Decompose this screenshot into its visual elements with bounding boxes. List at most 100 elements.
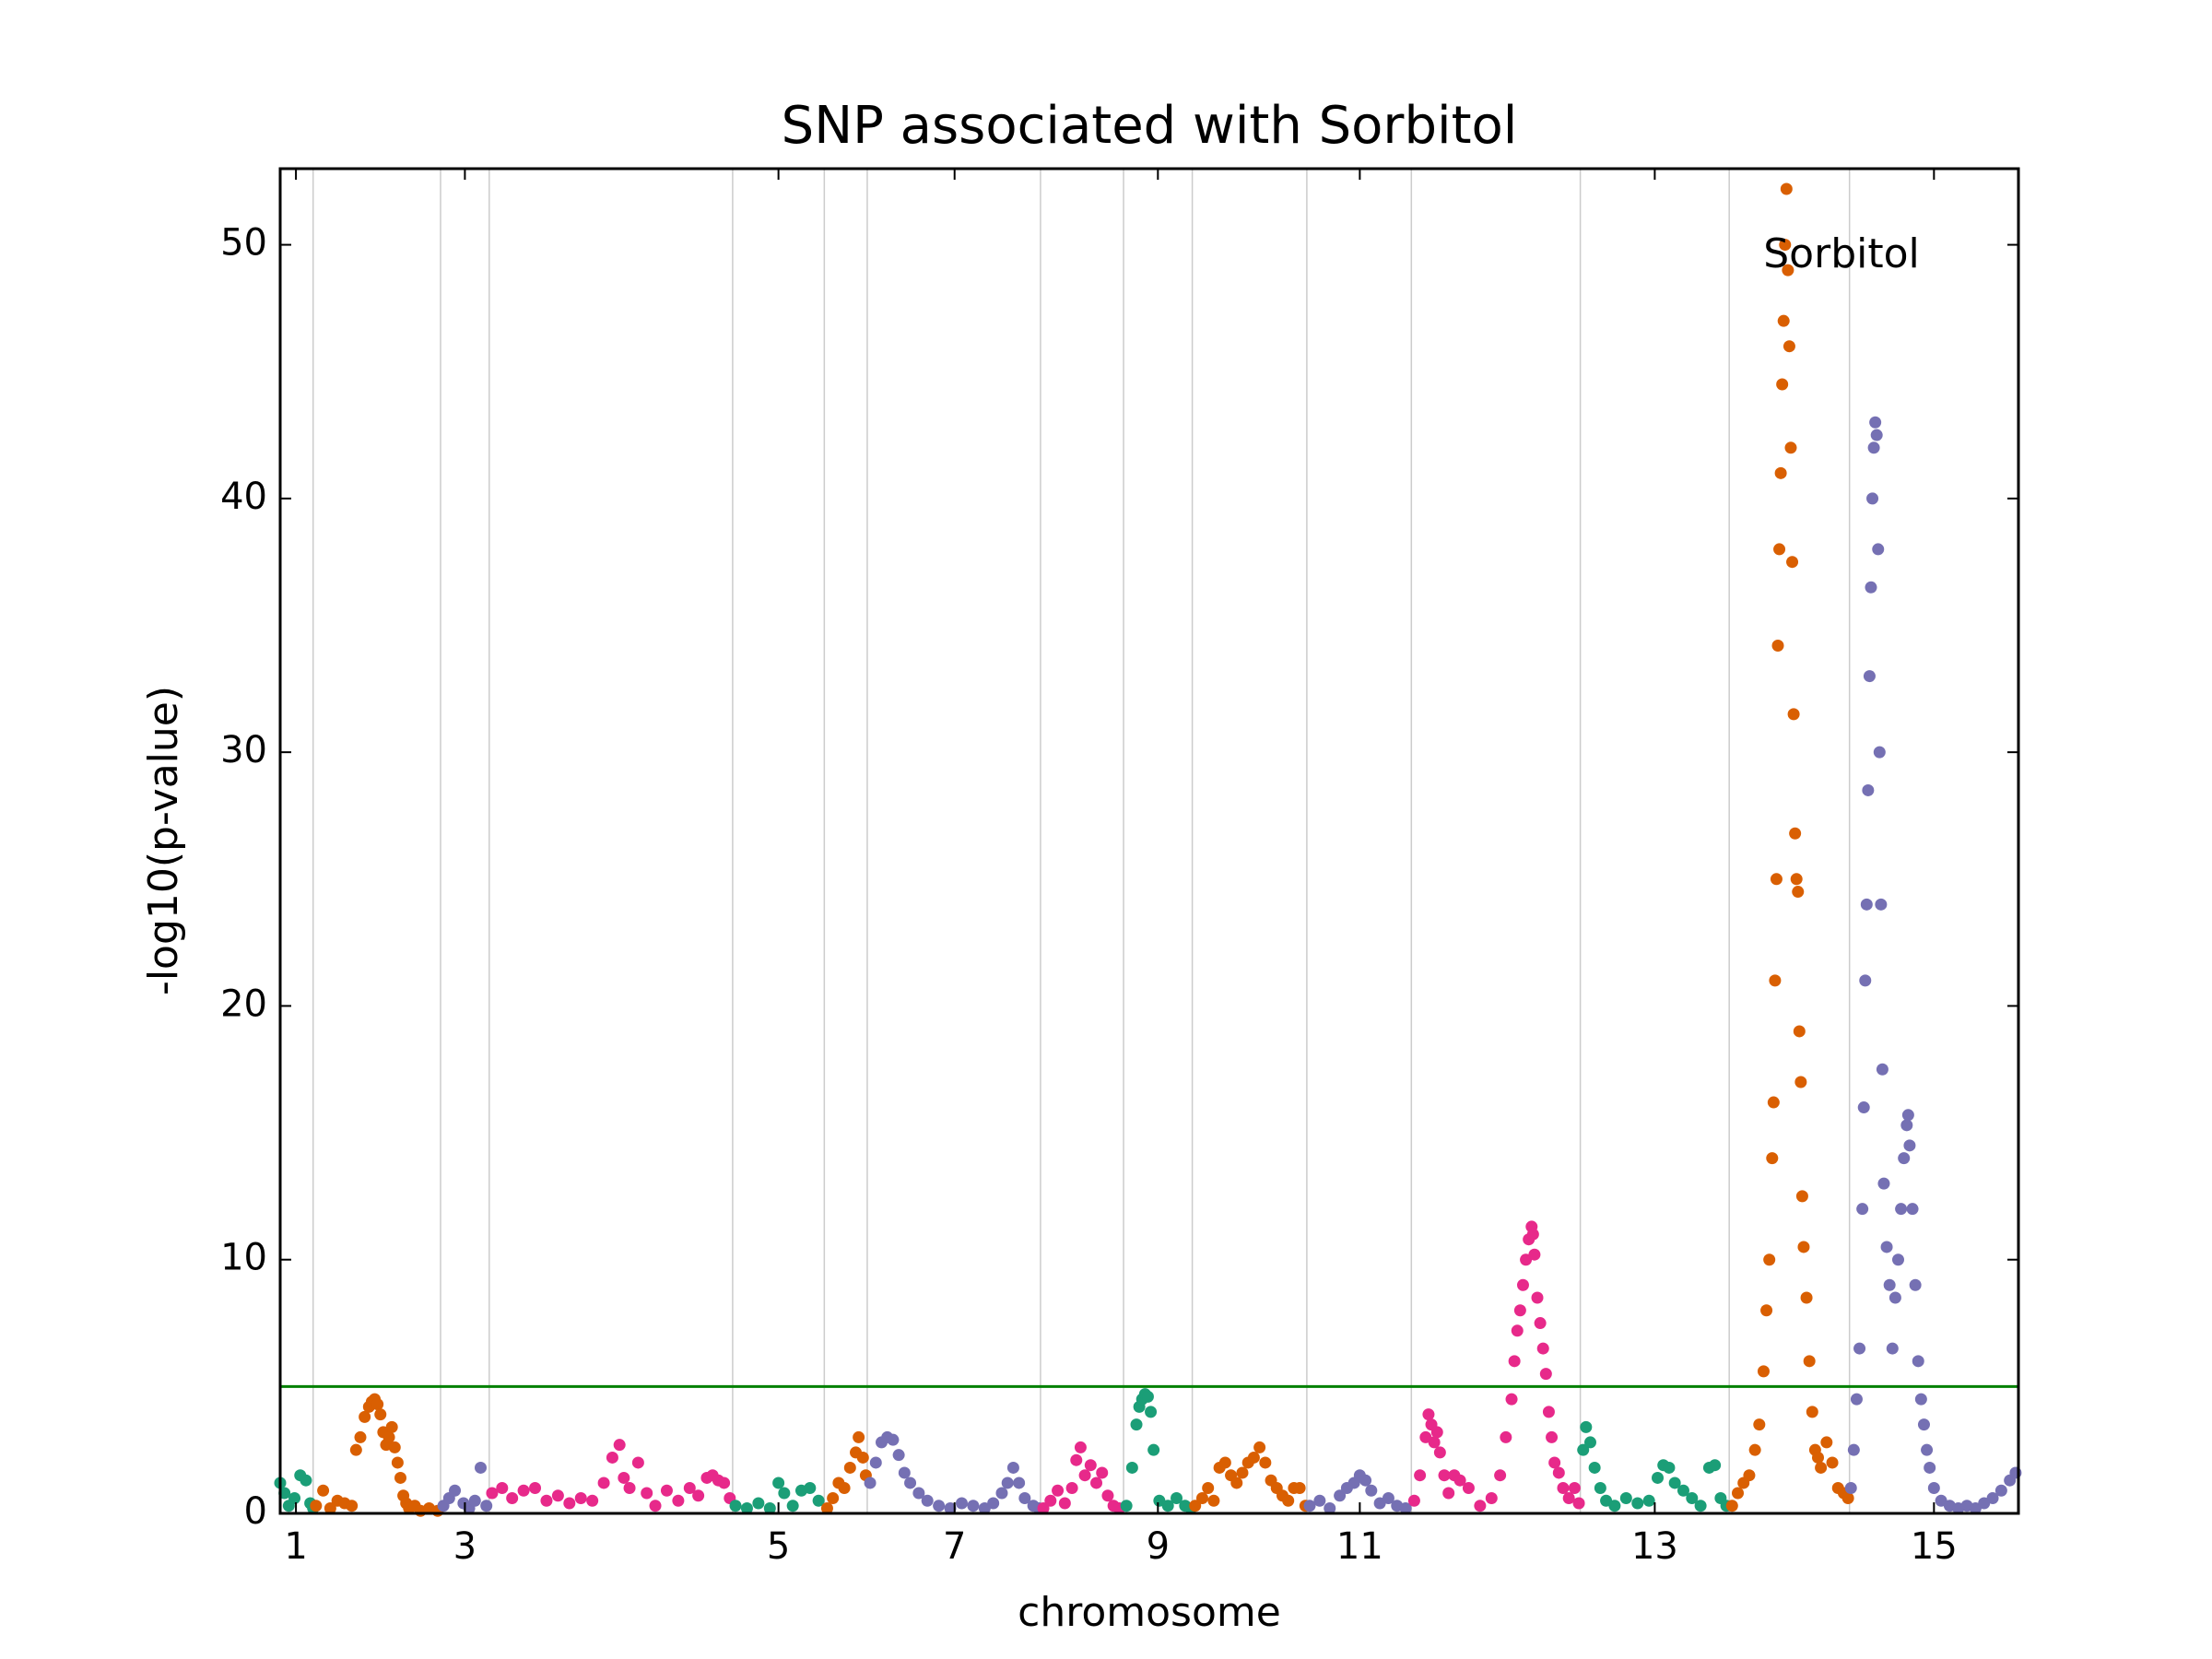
snp-point [1777,314,1790,327]
snp-point [346,1500,359,1512]
snp-point [606,1451,618,1464]
snp-point [1485,1491,1498,1504]
snp-point [1303,1500,1316,1512]
snp-point [1324,1501,1336,1514]
x-axis-label: chromosome [1018,1589,1281,1636]
snp-point [740,1501,753,1514]
snp-point [1856,1203,1869,1216]
snp-point [1013,1477,1026,1489]
snp-point [1539,1368,1552,1381]
snp-point [1516,1278,1529,1291]
snp-point [317,1484,330,1497]
snp-point [1058,1497,1071,1510]
snp-point [1763,1253,1776,1266]
snp-point [1528,1248,1541,1261]
snp-point [1070,1453,1083,1466]
snp-point [1101,1489,1114,1502]
snp-point [1006,1461,1019,1474]
snp-point [1462,1481,1475,1494]
snp-point [1044,1494,1057,1507]
snp-point [1442,1487,1455,1500]
y-tick-label: 0 [244,1490,267,1533]
snp-point [1141,1390,1154,1403]
snp-point [1892,1253,1905,1266]
snp-point [1853,1342,1866,1355]
snp-point [967,1500,980,1512]
snp-point [1001,1477,1014,1489]
snp-point [1760,1304,1773,1317]
snp-point [1552,1466,1565,1479]
snp-point [1494,1469,1507,1482]
snp-point [856,1451,869,1464]
snp-point [1826,1456,1839,1469]
snp-point [921,1494,934,1507]
snp-point [1986,1491,1999,1504]
snp-point [1359,1474,1372,1487]
snp-point [869,1456,882,1469]
snp-point [812,1494,825,1507]
snp-point [1790,873,1803,886]
snp-point [1542,1406,1555,1418]
chart-title: SNP associated with Sorbitol [782,96,1518,156]
snp-point [1743,1469,1756,1482]
snp-point [597,1477,610,1489]
snp-point [1857,1101,1870,1114]
snp-point [310,1500,323,1512]
x-tick-label: 15 [1911,1525,1958,1568]
snp-point [474,1461,487,1474]
snp-point [1886,1342,1899,1355]
snp-point [496,1481,509,1494]
snp-point [1065,1481,1078,1494]
snp-point [1130,1418,1143,1431]
snp-point [1572,1497,1585,1510]
snp-point [1924,1461,1936,1474]
snp-point [1407,1494,1420,1507]
x-tick-label: 13 [1631,1525,1678,1568]
snp-point [804,1481,817,1494]
snp-point [729,1500,742,1512]
snp-point [912,1487,925,1500]
snp-point [517,1484,530,1497]
snp-point [904,1477,917,1489]
snp-point [1474,1500,1487,1512]
snp-point [1784,441,1797,454]
snp-point [1207,1494,1220,1507]
snp-point [864,1477,877,1489]
snp-point [887,1433,900,1446]
y-tick-label: 50 [220,222,267,265]
snp-point [1877,1177,1890,1190]
snp-point [1161,1500,1174,1512]
y-tick-label: 20 [220,982,267,1025]
snp-point [1863,670,1876,683]
snp-point [1145,1406,1158,1418]
snp-point [1732,1487,1745,1500]
snp-point [1870,429,1883,441]
snp-point [1820,1436,1833,1449]
snp-point [1096,1466,1109,1479]
snp-point [1914,1393,1927,1406]
snp-point [660,1484,673,1497]
snp-point [1803,1355,1816,1368]
snp-point [1414,1469,1427,1482]
snp-point [1793,1025,1806,1038]
snp-point [1453,1474,1466,1487]
snp-point [1500,1430,1512,1443]
snp-point [586,1494,599,1507]
snp-point [1806,1406,1818,1418]
snp-point [1860,898,1873,911]
snp-point [1677,1484,1689,1497]
snp-point [1334,1489,1347,1502]
snp-point [641,1487,653,1500]
snp-point [529,1481,542,1494]
snp-point [1812,1451,1825,1464]
snp-point [1794,1076,1807,1088]
snp-point [1792,886,1805,899]
snp-point [623,1481,636,1494]
snp-point [1767,1096,1780,1109]
snp-point [1171,1491,1183,1504]
snp-point [1909,1278,1922,1291]
snp-point [1536,1342,1549,1355]
snp-point [618,1471,630,1484]
snp-point [1230,1477,1243,1489]
